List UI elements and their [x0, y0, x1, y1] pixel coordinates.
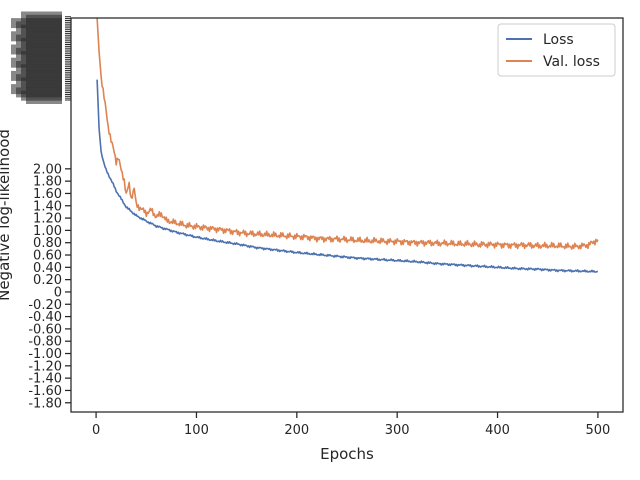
y-tick-label: 1.60: [33, 187, 62, 202]
y-tick-label: 1.00: [33, 224, 62, 239]
y-tick-label: -1.00: [28, 347, 62, 362]
y-tick-label: 0.40: [33, 261, 62, 276]
y-tick-label-overlap: [11, 11, 71, 104]
y-tick-label: 0.20: [33, 273, 62, 288]
y-tick-label: 1.20: [33, 212, 62, 227]
y-tick-label: -0.80: [28, 335, 62, 350]
plot-background: [71, 18, 623, 412]
y-tick-label: -1.60: [28, 384, 62, 399]
y-tick-label: 2.00: [33, 162, 62, 177]
y-tick-label: 0.60: [33, 249, 62, 264]
y-axis-label: Negative log-likelihood: [0, 129, 13, 301]
plot-frame: [70, 17, 624, 413]
y-tick-label: -0.60: [28, 322, 62, 337]
y-tick-label: -1.80: [28, 396, 62, 411]
series-layer: [96, 17, 599, 273]
x-tick-label: 500: [585, 423, 610, 438]
y-tick-label: 1.80: [33, 175, 62, 190]
x-tick-label: 0: [92, 423, 100, 438]
legend-label: Loss: [543, 32, 574, 48]
y-tick-label: -0.20: [28, 298, 62, 313]
x-tick-label: 200: [284, 423, 309, 438]
x-tick-label: 100: [184, 423, 209, 438]
y-tick-label: -0.40: [28, 310, 62, 325]
series-line-loss: [96, 79, 598, 273]
y-tick-label: 0: [54, 285, 62, 300]
x-tick-label: 300: [385, 423, 410, 438]
y-tick-label: -1.40: [28, 372, 62, 387]
x-tick-label: 400: [485, 423, 510, 438]
y-tick-label: 0.80: [33, 236, 62, 251]
series-line-val-loss: [96, 17, 599, 250]
legend-label: Val. loss: [543, 54, 600, 70]
plot-area: [71, 18, 623, 412]
legend: Loss Val. loss: [497, 23, 616, 77]
x-axis-label: Epochs: [320, 445, 374, 463]
y-tick-label: -1.20: [28, 359, 62, 374]
y-tick-label: 1.40: [33, 199, 62, 214]
axes-layer: 0 100 200 300 400 500 -1.80-1.60-1.40-1.20-1.0…: [11, 11, 624, 438]
y-tick-label-smear: [21, 11, 62, 22]
legend-box: [497, 23, 616, 77]
